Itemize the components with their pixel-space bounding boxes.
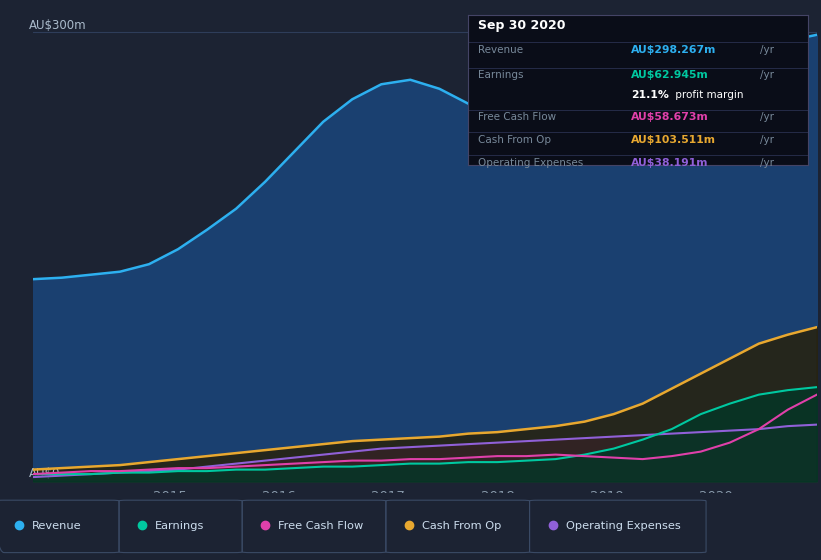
Text: Operating Expenses: Operating Expenses (478, 157, 584, 167)
Text: Free Cash Flow: Free Cash Flow (278, 521, 364, 531)
Text: /yr: /yr (760, 113, 774, 123)
Text: profit margin: profit margin (672, 90, 744, 100)
Text: AU$300m: AU$300m (29, 19, 86, 32)
Text: AU$298.267m: AU$298.267m (631, 45, 717, 55)
Text: Operating Expenses: Operating Expenses (566, 521, 681, 531)
Text: AU$38.191m: AU$38.191m (631, 157, 709, 167)
Text: /yr: /yr (760, 157, 774, 167)
Text: Earnings: Earnings (155, 521, 204, 531)
Text: /yr: /yr (760, 71, 774, 81)
Text: Revenue: Revenue (478, 45, 523, 55)
Text: Sep 30 2020: Sep 30 2020 (478, 20, 566, 32)
Text: Earnings: Earnings (478, 71, 524, 81)
Text: AU$0: AU$0 (29, 467, 60, 480)
Text: Free Cash Flow: Free Cash Flow (478, 113, 557, 123)
Text: /yr: /yr (760, 45, 774, 55)
Text: Cash From Op: Cash From Op (422, 521, 502, 531)
Text: /yr: /yr (760, 135, 774, 145)
Text: 21.1%: 21.1% (631, 90, 669, 100)
Text: AU$58.673m: AU$58.673m (631, 113, 709, 123)
Text: Cash From Op: Cash From Op (478, 135, 551, 145)
Text: AU$103.511m: AU$103.511m (631, 135, 716, 145)
Text: AU$62.945m: AU$62.945m (631, 71, 709, 81)
Text: Revenue: Revenue (32, 521, 81, 531)
